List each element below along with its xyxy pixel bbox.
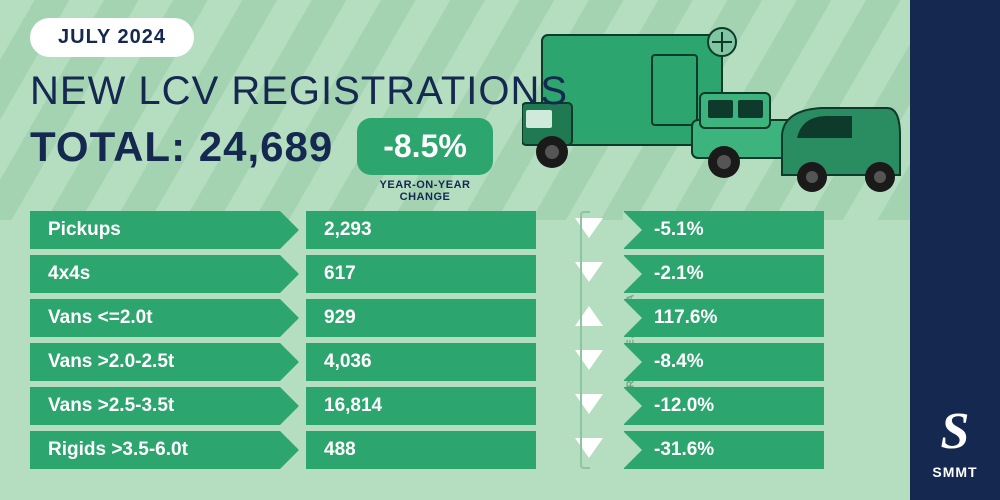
pct-cell: -2.1%: [624, 255, 824, 293]
date-pill: JULY 2024: [30, 18, 194, 57]
value-cell: 929: [306, 299, 536, 337]
pct-cell: -8.4%: [624, 343, 824, 381]
total-row: TOTAL: 24,689 -8.5% YEAR-ON-YEAR CHANGE: [30, 118, 880, 175]
category-cell: Vans >2.5-3.5t: [30, 387, 280, 425]
table-row: Vans >2.5-3.5t 16,814 -12.0%: [30, 387, 880, 425]
table-row: Vans >2.0-2.5t 4,036 -8.4%: [30, 343, 880, 381]
category-table: YEAR-ON-YEAR CHANGE Pickups 2,293 -5.1% …: [30, 211, 880, 469]
category-cell: Pickups: [30, 211, 280, 249]
pct-cell: -5.1%: [624, 211, 824, 249]
pct-cell: -12.0%: [624, 387, 824, 425]
pct-cell: 117.6%: [624, 299, 824, 337]
total-change-badge: -8.5% YEAR-ON-YEAR CHANGE: [357, 118, 493, 175]
total-change-value: -8.5%: [383, 128, 467, 164]
value-cell: 4,036: [306, 343, 536, 381]
total-label-text: TOTAL:: [30, 123, 186, 170]
total-change-sub: YEAR-ON-YEAR CHANGE: [357, 179, 493, 203]
page-title: NEW LCV REGISTRATIONS: [30, 69, 880, 114]
category-cell: Rigids >3.5-6.0t: [30, 431, 280, 469]
value-cell: 617: [306, 255, 536, 293]
value-cell: 488: [306, 431, 536, 469]
category-cell: 4x4s: [30, 255, 280, 293]
total-value: 24,689: [199, 123, 333, 170]
pct-cell: -31.6%: [624, 431, 824, 469]
value-cell: 2,293: [306, 211, 536, 249]
logo-icon: S: [928, 407, 983, 462]
value-cell: 16,814: [306, 387, 536, 425]
main-content: JULY 2024 NEW LCV REGISTRATIONS TOTAL: 2…: [0, 0, 910, 487]
category-cell: Vans >2.0-2.5t: [30, 343, 280, 381]
table-row: 4x4s 617 -2.1%: [30, 255, 880, 293]
brand-sidebar: S SMMT: [910, 0, 1000, 500]
category-cell: Vans <=2.0t: [30, 299, 280, 337]
logo-text: SMMT: [932, 464, 977, 480]
table-row: Vans <=2.0t 929 117.6%: [30, 299, 880, 337]
yoy-bracket: [580, 211, 590, 469]
table-row: Pickups 2,293 -5.1%: [30, 211, 880, 249]
table-row: Rigids >3.5-6.0t 488 -31.6%: [30, 431, 880, 469]
total-label: TOTAL: 24,689: [30, 123, 333, 171]
